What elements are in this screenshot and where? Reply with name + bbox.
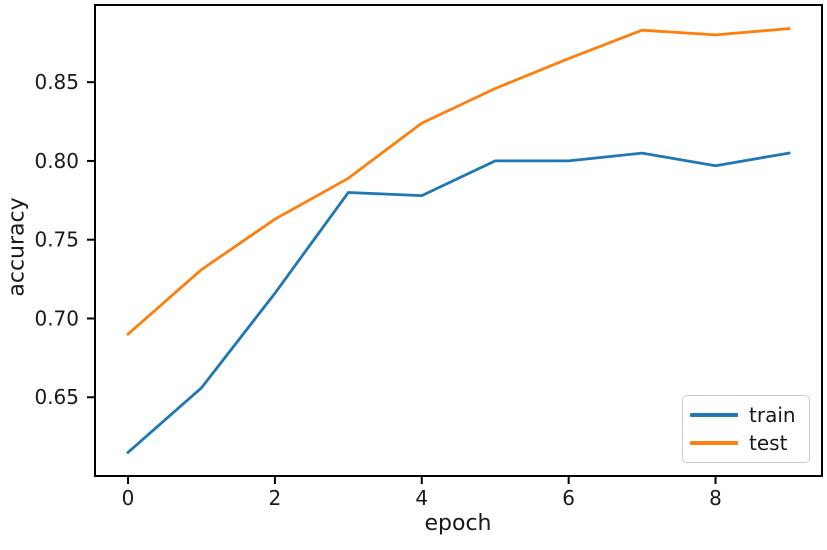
legend-item-train: train: [690, 405, 809, 425]
legend-label-train: train: [749, 402, 796, 427]
train-line-swatch: [690, 412, 738, 417]
y-tick-label: 0.80: [34, 149, 79, 173]
x-tick-label: 8: [709, 486, 722, 510]
y-tick-label: 0.65: [34, 385, 79, 409]
series-line-train: [126, 151, 791, 455]
legend: train test: [682, 395, 810, 463]
x-tick-label: 4: [415, 486, 428, 510]
x-axis-label: epoch: [424, 511, 492, 536]
y-tick-label: 0.70: [34, 306, 79, 330]
legend-label-test: test: [749, 431, 788, 456]
x-tick-label: 2: [269, 486, 282, 510]
series-line-test: [126, 27, 791, 337]
axes-frame: [94, 4, 823, 477]
x-tick-label: 6: [562, 486, 575, 510]
test-line-swatch: [690, 441, 738, 446]
legend-item-test: test: [690, 433, 809, 453]
y-tick-label: 0.75: [34, 228, 79, 252]
y-axis-label: accuracy: [4, 197, 30, 297]
x-tick-label: 0: [122, 486, 135, 510]
y-tick-label: 0.85: [34, 70, 79, 94]
